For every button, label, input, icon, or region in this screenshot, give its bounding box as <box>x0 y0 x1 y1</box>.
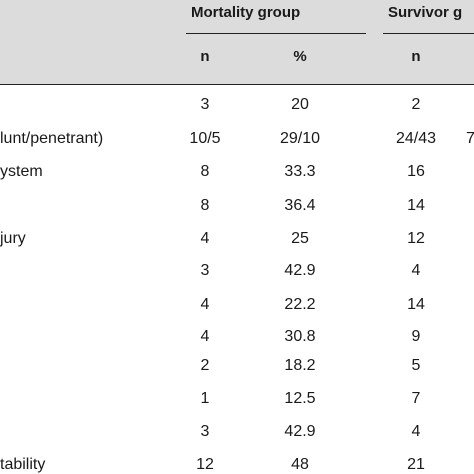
survivor-n-cell: 14 <box>407 197 425 214</box>
mortality-pct-header: % <box>293 48 307 65</box>
table-header-band <box>0 0 474 84</box>
header-bottom-rule <box>0 84 474 85</box>
mortality-n-cell: 3 <box>200 423 210 440</box>
survivor-n-cell: 16 <box>407 163 425 180</box>
mortality-pct-cell: 20 <box>291 96 309 113</box>
mortality-pct-cell: 42.9 <box>284 423 316 440</box>
survivor-n-cell: 12 <box>407 230 425 247</box>
row-label: jury <box>0 230 26 247</box>
mortality-n-cell: 8 <box>200 163 210 180</box>
mortality-pct-cell: 42.9 <box>284 262 316 279</box>
mortality-n-cell: 2 <box>200 357 210 374</box>
mortality-pct-cell: 30.8 <box>284 328 316 345</box>
row-label: tability <box>0 456 46 473</box>
mortality-n-cell: 4 <box>200 296 210 313</box>
survivor-n-cell: 5 <box>411 357 421 374</box>
survivor-n-cell: 9 <box>411 328 421 345</box>
survivor-n-cell: 2 <box>411 96 421 113</box>
mortality-n-header: n <box>200 48 210 65</box>
survivor-pct-cell: 7 <box>466 130 474 147</box>
mortality-pct-cell: 12.5 <box>284 390 316 407</box>
survivor-n-cell: 14 <box>407 296 425 313</box>
mortality-pct-cell: 33.3 <box>284 163 316 180</box>
mortality-group-header: Mortality group <box>191 4 301 21</box>
mortality-group-underline <box>186 33 366 34</box>
mortality-n-cell: 1 <box>200 390 210 407</box>
mortality-pct-cell: 22.2 <box>284 296 316 313</box>
mortality-pct-cell: 36.4 <box>284 197 316 214</box>
survivor-n-cell: 4 <box>411 423 421 440</box>
mortality-n-cell: 12 <box>196 456 214 473</box>
mortality-n-cell: 10/5 <box>189 130 221 147</box>
survivor-n-cell: 21 <box>407 456 425 473</box>
mortality-pct-cell: 48 <box>291 456 309 473</box>
survivor-n-cell: 24/43 <box>395 130 437 147</box>
mortality-n-cell: 8 <box>200 197 210 214</box>
survivor-group-header: Survivor g <box>388 4 463 21</box>
row-label: ystem <box>0 163 43 180</box>
survivor-group-underline <box>383 33 474 34</box>
mortality-pct-cell: 25 <box>291 230 309 247</box>
mortality-n-cell: 4 <box>200 328 210 345</box>
survivor-n-header: n <box>411 48 421 65</box>
mortality-n-cell: 4 <box>200 230 210 247</box>
mortality-n-cell: 3 <box>200 262 210 279</box>
mortality-n-cell: 3 <box>200 96 210 113</box>
row-label: lunt/penetrant) <box>0 130 104 147</box>
mortality-pct-cell: 29/10 <box>279 130 321 147</box>
survivor-n-cell: 4 <box>411 262 421 279</box>
survivor-n-cell: 7 <box>411 390 421 407</box>
mortality-pct-cell: 18.2 <box>284 357 316 374</box>
